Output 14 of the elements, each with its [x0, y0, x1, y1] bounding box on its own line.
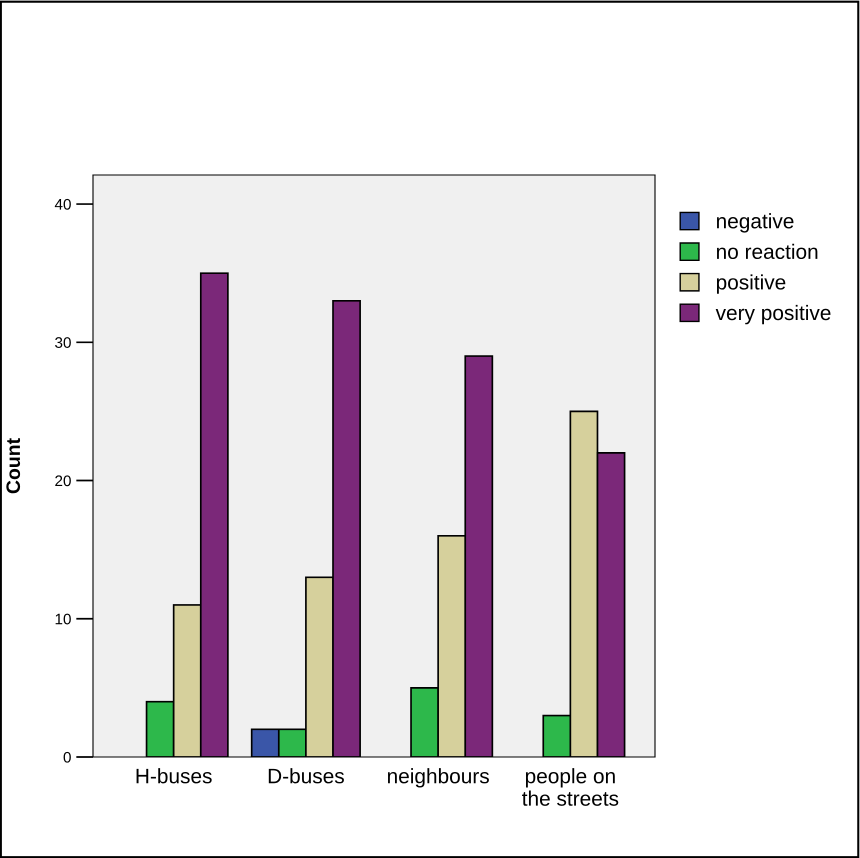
legend-label: very positive [716, 304, 830, 324]
x-tick-label: people on the streets [522, 768, 618, 806]
y-tick-label: 40 [54, 198, 71, 210]
y-axis-title: Count [6, 438, 20, 494]
x-tick-label: neighbours [388, 768, 489, 788]
y-tick-label: 20 [55, 475, 71, 486]
legend-label: positive [716, 274, 786, 294]
legend-label: negative [716, 213, 794, 233]
x-tick-label: H-buses [136, 768, 212, 784]
x-tick-label: D-buses [268, 768, 344, 784]
y-tick-label: 0 [64, 752, 71, 763]
legend-label: no reaction [716, 244, 818, 260]
y-tick-label: 30 [55, 337, 71, 348]
y-tick-label: 10 [56, 614, 71, 624]
